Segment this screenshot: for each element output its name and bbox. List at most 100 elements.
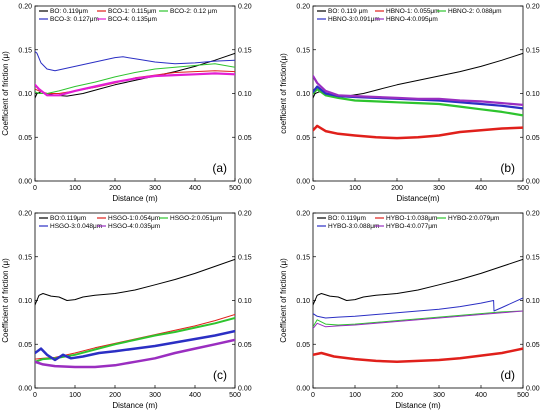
y-tick-label: 0.20: [296, 211, 310, 218]
y-tick-label-right: 0.05: [526, 135, 540, 142]
series-line-0: [35, 52, 235, 99]
y-tick-label: 0.10: [18, 91, 32, 98]
series-line-3: [35, 51, 235, 72]
series-line-4: [35, 72, 235, 97]
x-tick-label: 500: [229, 392, 241, 399]
y-tick-label: 0.20: [18, 4, 32, 11]
y-tick-label: 0.15: [296, 47, 310, 54]
x-tick-label: 0: [311, 392, 315, 399]
x-tick-label: 300: [433, 392, 445, 399]
y-tick-label-right: 0.10: [526, 298, 540, 305]
panel-label: (d): [500, 368, 515, 382]
y-tick-label: 0.05: [18, 342, 32, 349]
y-axis-label: Coefficient of friction (μ): [279, 258, 288, 343]
legend-label: HBNO-3:0.091μm: [328, 16, 380, 23]
y-tick-label: 0.00: [18, 179, 32, 186]
y-tick-label: 0.05: [18, 135, 32, 142]
panel-label: (a): [212, 161, 227, 175]
legend-label: HBNO-1: 0.055μm: [386, 8, 440, 15]
legend-label: HSGO-2:0.051μm: [170, 215, 222, 222]
y-tick-label: 0.10: [18, 298, 32, 305]
x-tick-label: 200: [391, 392, 403, 399]
legend-label: BCO-4: 0.135μm: [108, 16, 157, 23]
series-line-2: [35, 63, 235, 94]
x-tick-label: 200: [109, 185, 121, 192]
y-tick-label: 0.15: [296, 254, 310, 261]
series-line-0: [313, 258, 523, 306]
x-tick-label: 0: [33, 392, 37, 399]
y-tick-label-right: 0.15: [238, 254, 252, 261]
y-tick-label-right: 0.20: [238, 4, 252, 11]
legend-label: BCO-1: 0.115μm: [108, 8, 156, 15]
x-tick-label: 400: [475, 185, 487, 192]
y-tick-label-right: 0.05: [238, 135, 252, 142]
y-tick-label-right: 0.00: [238, 179, 252, 186]
x-tick-label: 200: [109, 392, 121, 399]
legend-label: BCO-3: 0.127μm: [50, 16, 99, 23]
panel-label: (b): [500, 161, 515, 175]
legend-label: HYBO-3:0.088μm: [328, 223, 379, 230]
x-axis-label: Distance (m): [112, 194, 158, 203]
panel-label: (c): [213, 368, 227, 382]
y-tick-label: 0.00: [18, 386, 32, 393]
legend-label: BCO-2: 0.12 μm: [170, 8, 217, 15]
y-tick-label-right: 0.15: [526, 254, 540, 261]
legend-label: HBNO-2: 0.088μm: [448, 8, 502, 15]
y-axis-label: Coefficient of friction (μ): [1, 51, 10, 136]
y-tick-label-right: 0.10: [238, 298, 252, 305]
legend-label: BO:0.119μm: [50, 215, 86, 222]
x-tick-label: 100: [349, 185, 361, 192]
legend-label: BO: 0.119 μm: [328, 8, 368, 15]
y-axis-label: Coefficient of friction (μ): [1, 258, 10, 343]
y-tick-label-right: 0.20: [526, 4, 540, 11]
x-tick-label: 100: [349, 392, 361, 399]
y-tick-label-right: 0.15: [526, 47, 540, 54]
y-tick-label-right: 0.10: [238, 91, 252, 98]
x-tick-label: 100: [69, 185, 81, 192]
series-line-4: [313, 74, 523, 106]
y-tick-label-right: 0.10: [526, 91, 540, 98]
series-line-3: [35, 329, 235, 362]
legend-label: HYBO-4:0.077μm: [386, 223, 437, 230]
x-tick-label: 500: [517, 185, 529, 192]
legend-label: HSGO-3:0.048μm: [50, 223, 102, 230]
y-tick-label: 0.00: [296, 386, 310, 393]
y-tick-label-right: 0.00: [526, 179, 540, 186]
y-tick-label: 0.10: [296, 91, 310, 98]
legend-label: HSGO-1:0.054μm: [108, 215, 160, 222]
y-tick-label: 0.20: [18, 211, 32, 218]
y-tick-label-right: 0.05: [526, 342, 540, 349]
series-line-0: [313, 52, 523, 99]
series-line-3: [313, 85, 523, 110]
series-line-2: [313, 88, 523, 117]
y-tick-label: 0.15: [18, 47, 32, 54]
y-tick-label: 0.15: [18, 254, 32, 261]
legend-label: HYBO-2:0.079μm: [448, 215, 499, 222]
legend-label: HBNO-4:0.095μm: [386, 16, 438, 23]
y-axis-label: coefficient of friction(μ): [279, 53, 288, 134]
x-tick-label: 400: [189, 392, 201, 399]
y-tick-label-right: 0.05: [238, 342, 252, 349]
y-tick-label-right: 0.20: [526, 211, 540, 218]
series-line-1: [313, 347, 523, 364]
y-tick-label-right: 0.00: [526, 386, 540, 393]
legend-label: BO: 0.119μm: [328, 215, 366, 222]
y-tick-label: 0.10: [296, 298, 310, 305]
y-tick-label: 0.20: [296, 4, 310, 11]
plot-frame: [312, 5, 524, 182]
legend-label: HSGO-4:0.035μm: [108, 223, 160, 230]
x-tick-label: 0: [311, 185, 315, 192]
x-tick-label: 100: [69, 392, 81, 399]
series-line-3: [313, 297, 523, 319]
y-tick-label: 0.00: [296, 179, 310, 186]
x-axis-label: Distance(m): [396, 194, 439, 203]
x-tick-label: 300: [149, 392, 161, 399]
y-tick-label-right: 0.00: [238, 386, 252, 393]
series-line-4: [313, 310, 523, 329]
x-tick-label: 500: [517, 392, 529, 399]
x-axis-label: Distance (m): [112, 401, 158, 410]
